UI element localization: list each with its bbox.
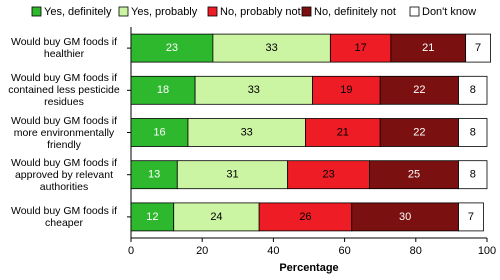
legend-label: No, probably not bbox=[220, 6, 301, 18]
data-label: 7 bbox=[475, 42, 481, 54]
y-tick-label: Would buy GM foods if cheaper bbox=[10, 204, 118, 229]
bar-segment bbox=[130, 118, 189, 147]
bar-segment bbox=[379, 118, 459, 147]
data-label: 30 bbox=[399, 211, 411, 223]
bar-segment bbox=[194, 75, 313, 105]
bar-segment bbox=[379, 75, 459, 105]
data-label: 33 bbox=[265, 42, 277, 54]
legend-label: Yes, definitely bbox=[44, 6, 112, 18]
data-label: 24 bbox=[210, 211, 222, 223]
data-label: 31 bbox=[226, 169, 238, 181]
bar-segment bbox=[173, 202, 260, 232]
legend-swatch bbox=[207, 6, 218, 17]
x-tick-label: 40 bbox=[267, 245, 279, 257]
bar-segment bbox=[130, 202, 175, 232]
data-label: 7 bbox=[468, 211, 474, 223]
bar-segment bbox=[187, 118, 306, 147]
data-label: 21 bbox=[337, 126, 349, 138]
bar-segment bbox=[258, 202, 353, 232]
data-label: 17 bbox=[354, 42, 366, 54]
data-label: 13 bbox=[148, 169, 160, 181]
bar-segment bbox=[458, 202, 484, 232]
bar-segment bbox=[369, 160, 459, 190]
legend-swatch bbox=[118, 6, 129, 17]
bar-segment bbox=[351, 202, 459, 232]
data-label: 23 bbox=[322, 169, 334, 181]
y-tick-label: Would buy GM foods if contained less pes… bbox=[8, 72, 120, 109]
y-tick-label: Would buy GM foods if healthier bbox=[10, 36, 118, 61]
x-tick-label: 80 bbox=[410, 245, 422, 257]
data-label: 23 bbox=[166, 42, 178, 54]
y-tick-label: Would buy GM foods if approved by releva… bbox=[10, 156, 118, 193]
y-tick-label: Would buy GM foods if more environmental… bbox=[10, 114, 118, 151]
legend-label: No, definitely not bbox=[314, 6, 396, 18]
bar-segment bbox=[458, 118, 488, 147]
data-label: 19 bbox=[340, 84, 352, 96]
legend-label: Don't know bbox=[422, 6, 476, 18]
bar-segment bbox=[458, 160, 488, 190]
legend-swatch bbox=[301, 6, 312, 17]
data-label: 8 bbox=[470, 84, 476, 96]
bar-segment bbox=[287, 160, 370, 190]
data-label: 16 bbox=[153, 126, 165, 138]
bar-segment bbox=[176, 160, 289, 190]
data-label: 33 bbox=[248, 84, 260, 96]
bar-segment bbox=[305, 118, 381, 147]
x-tick-label: 100 bbox=[478, 245, 496, 257]
bar-segment bbox=[465, 33, 491, 63]
data-label: 22 bbox=[413, 126, 425, 138]
data-label: 8 bbox=[470, 169, 476, 181]
bar-segment bbox=[312, 75, 381, 105]
data-label: 25 bbox=[408, 169, 420, 181]
data-label: 26 bbox=[299, 211, 311, 223]
data-label: 33 bbox=[241, 126, 253, 138]
x-tick-label: 20 bbox=[196, 245, 208, 257]
legend-swatch bbox=[409, 6, 420, 17]
data-label: 22 bbox=[413, 84, 425, 96]
legend-swatch bbox=[31, 6, 42, 17]
data-label: 12 bbox=[146, 211, 158, 223]
data-label: 18 bbox=[157, 84, 169, 96]
data-label: 21 bbox=[422, 42, 434, 54]
x-tick-label: 60 bbox=[338, 245, 350, 257]
bar-segment bbox=[458, 75, 488, 105]
bar-segment bbox=[130, 75, 196, 105]
legend-label: Yes, probably bbox=[131, 6, 198, 18]
x-axis-label: Percentage bbox=[279, 262, 338, 274]
x-tick-label: 0 bbox=[128, 245, 134, 257]
data-label: 8 bbox=[470, 126, 476, 138]
